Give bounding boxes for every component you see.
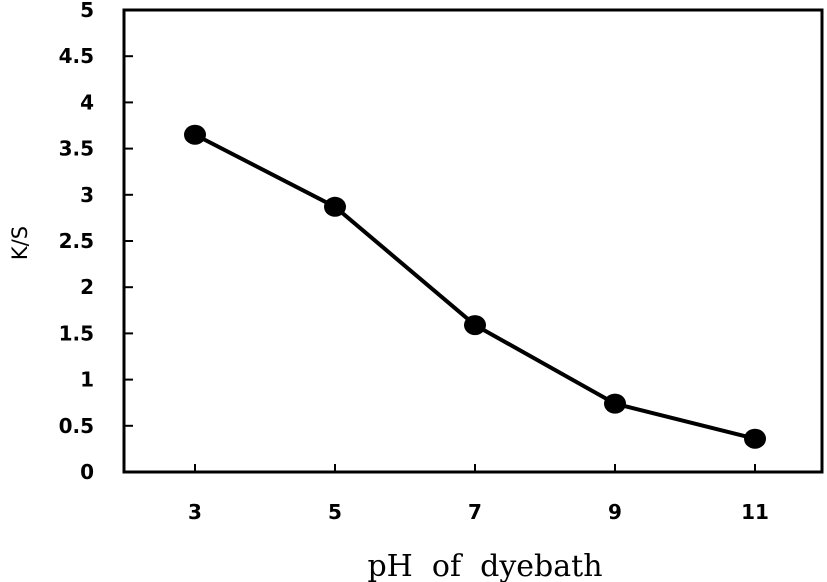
y-axis-ticks: 0 0.5 1 1.5 2 2.5 3 3.5 4 4.5 5 [59,0,133,484]
data-point-marker [744,428,766,449]
y-tick-label: 1.5 [59,321,94,345]
y-tick-label: 0 [80,460,94,484]
data-point-markers [184,124,766,449]
y-axis-label: K/S [8,226,32,260]
x-axis-ticks: 3 5 7 9 11 [188,464,769,524]
x-tick-label: 3 [188,500,202,524]
data-series-line [194,132,756,441]
y-tick-label: 3 [80,183,94,207]
y-tick-label: 1 [80,368,94,392]
data-point-marker [604,393,626,414]
data-point-marker [184,124,206,145]
y-tick-label: 5 [80,0,94,22]
x-axis-label: pH of dyebath [367,549,602,582]
x-tick-label: 9 [608,500,622,524]
y-tick-label: 2 [80,275,94,299]
y-tick-label: 0.5 [59,414,94,438]
y-tick-label: 3.5 [59,137,94,161]
x-tick-label: 7 [468,500,482,524]
y-tick-label: 4.5 [59,44,94,68]
x-tick-label: 5 [328,500,342,524]
y-tick-label: 2.5 [59,229,94,253]
x-tick-label: 11 [741,500,769,524]
data-point-marker [324,196,346,217]
data-point-marker [464,315,486,336]
y-tick-label: 4 [80,90,94,114]
plot-frame [122,8,824,474]
